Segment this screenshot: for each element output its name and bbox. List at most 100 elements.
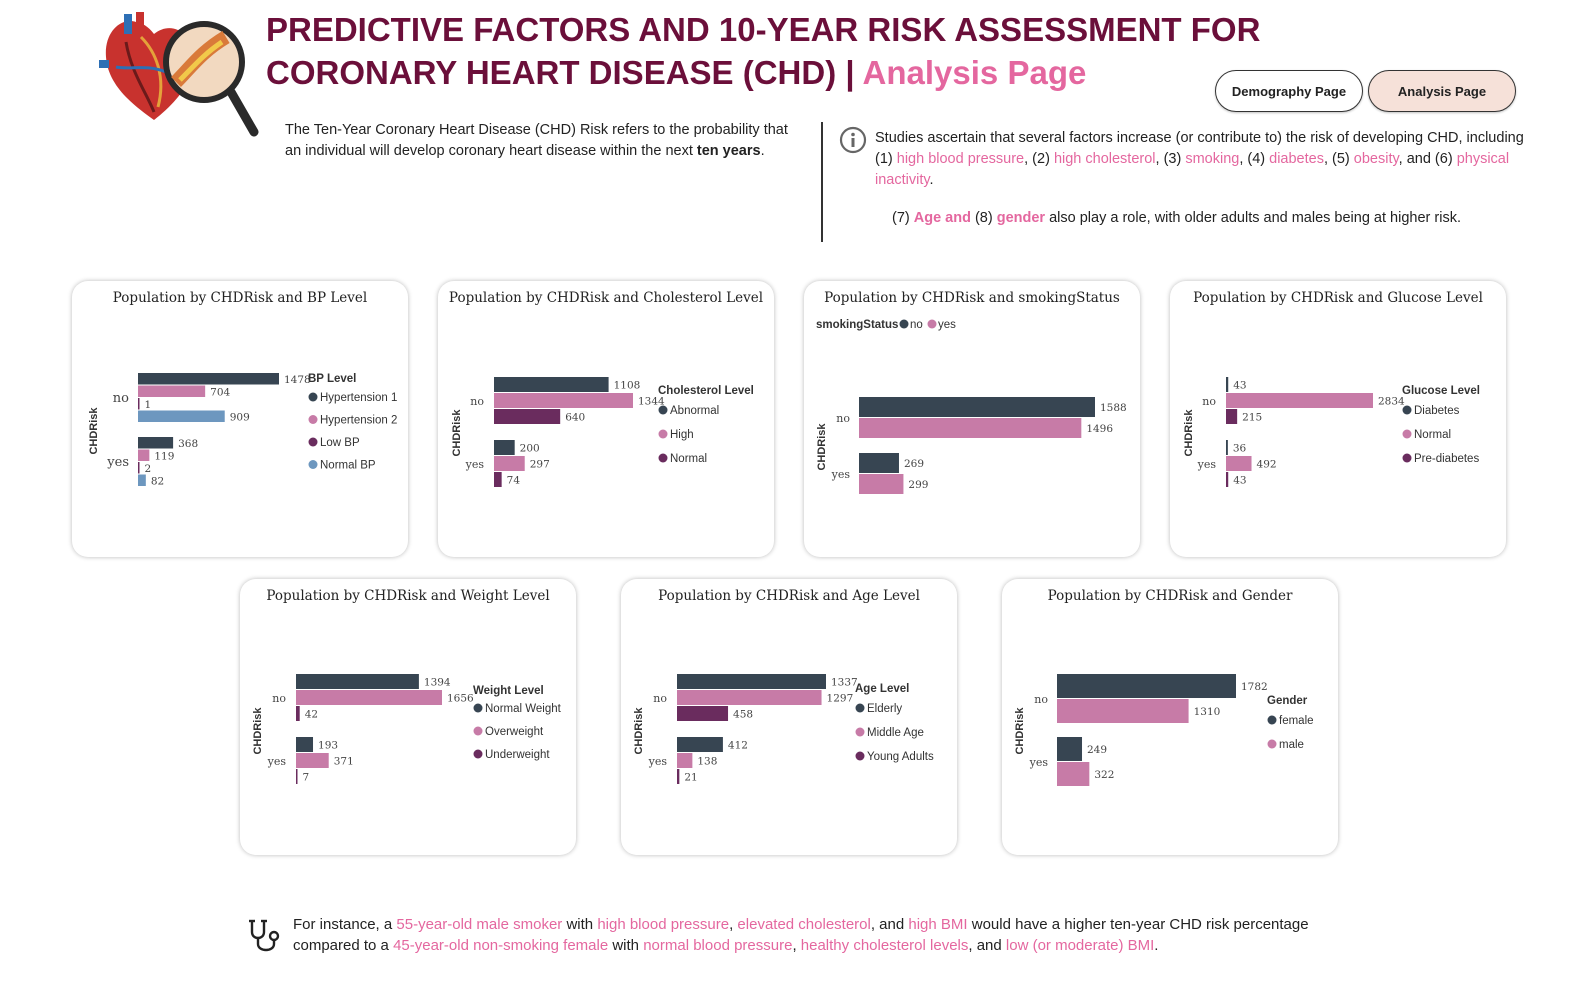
footer-h4: high BMI (908, 916, 968, 933)
demography-page-button[interactable]: Demography Page (1215, 70, 1363, 112)
factor-8: gender (996, 210, 1046, 226)
bar-no-normal (1226, 393, 1373, 408)
category-label-yes: yes (1029, 756, 1049, 769)
data-label: 322 (1094, 769, 1114, 781)
category-label-yes: yes (267, 755, 287, 768)
footer-t9: . (1154, 937, 1159, 954)
chart-card-age: Population by CHDRisk and Age Level CHDRi… (621, 579, 957, 855)
footer-t3: , (729, 916, 738, 933)
bar-yes-abnormal (494, 440, 515, 455)
data-label: 909 (230, 411, 250, 423)
data-label: 1496 (1086, 423, 1113, 435)
category-label-no: no (1202, 395, 1216, 408)
y-axis-label: CHDRisk (1183, 409, 1195, 457)
legend-marker (1267, 715, 1277, 725)
data-label: 1297 (827, 693, 854, 705)
legend-marker (473, 703, 483, 713)
data-label: 36 (1233, 443, 1247, 455)
legend-marker (658, 405, 668, 415)
category-label-yes: yes (831, 468, 851, 481)
legend-item-hypertension-1: Hypertension 1 (320, 392, 397, 404)
intro-bold: ten years (696, 143, 761, 159)
chart-card-cholesterol: Population by CHDRisk and Cholesterol Le… (438, 281, 774, 557)
y-axis-label: CHDRisk (252, 707, 264, 755)
bar-yes-elderly (677, 737, 723, 752)
analysis-page-button[interactable]: Analysis Page (1368, 70, 1516, 112)
bar-yes-high (494, 456, 525, 471)
category-label-no: no (470, 395, 484, 408)
legend-marker (308, 415, 318, 424)
bar-no-female (1057, 674, 1236, 698)
legend-marker (1402, 453, 1412, 463)
legend-item-pre-diabetes: Pre-diabetes (1414, 453, 1479, 465)
legend-marker (473, 726, 483, 736)
bar-no-overweight (296, 690, 442, 705)
bar-no-normal (494, 409, 561, 424)
bar-yes-female (1057, 737, 1083, 761)
footer-t6: with (608, 937, 644, 954)
data-label: 412 (728, 740, 748, 752)
category-label-yes: yes (1197, 458, 1217, 471)
studies-s2: , (3) (1155, 151, 1186, 167)
footer-t4: , and (870, 916, 909, 933)
data-label: 21 (684, 772, 697, 784)
bar-yes-diabetes (1226, 440, 1228, 455)
intro-end: . (760, 143, 765, 159)
legend-marker (927, 319, 937, 329)
chart-weight: Population by CHDRisk and Weight Level CH… (252, 588, 562, 784)
category-label-no: no (1034, 693, 1048, 706)
data-label: 1344 (638, 396, 665, 408)
chart-title: Population by CHDRisk and Age Level (658, 588, 920, 604)
footer-h2: high blood pressure (597, 916, 730, 933)
studies-text: Studies ascertain that several factors i… (875, 128, 1525, 191)
legend-item-low-bp: Low BP (320, 437, 360, 449)
legend-marker (855, 751, 865, 761)
bar-no-elderly (677, 674, 826, 689)
chart-glucose: Population by CHDRisk and Glucose Level C… (1183, 290, 1483, 487)
heart-magnifier-icon (99, 12, 259, 137)
data-label: 74 (507, 475, 521, 487)
legend-title: Weight Level (473, 685, 544, 697)
y-axis-label: CHDRisk (451, 409, 463, 457)
chart-gender: Population by CHDRisk and Gender CHDRisk n… (1014, 588, 1314, 786)
data-label: 82 (151, 475, 164, 487)
data-label: 1108 (614, 380, 641, 392)
chart-bp: Population by CHDRisk and BP Level CHDRis… (88, 290, 397, 487)
bar-yes-no (859, 453, 899, 473)
chart-title: Population by CHDRisk and Gender (1048, 588, 1293, 604)
bar-no-low-bp (138, 398, 140, 410)
data-label: 704 (210, 386, 230, 398)
data-label: 1782 (1241, 681, 1268, 693)
bar-yes-young-adults (677, 769, 680, 784)
legend-item-diabetes: Diabetes (1414, 405, 1460, 417)
category-label-no: no (113, 391, 129, 406)
footer-text: For instance, a 55-year-old male smoker … (293, 914, 1353, 956)
legend-item-hypertension-2: Hypertension 2 (320, 415, 397, 427)
bar-no-normal-bp (138, 410, 225, 422)
legend-marker (308, 392, 318, 402)
bar-yes-hypertension-1 (138, 437, 174, 449)
legend-item-no: no (910, 319, 923, 331)
footer-t8: , and (968, 937, 1006, 954)
category-label-yes: yes (465, 458, 485, 471)
studies-s1: , (2) (1024, 151, 1054, 167)
studies-p1: Studies ascertain that several factors i… (875, 130, 1524, 167)
chart-card-smoking: Population by CHDRisk and smokingStatus C… (804, 281, 1140, 557)
studies-s3: , (4) (1239, 151, 1270, 167)
legend-title: Glucose Level (1402, 385, 1480, 397)
data-label: 368 (178, 438, 198, 450)
legend-marker (1402, 429, 1412, 439)
data-label: 371 (334, 756, 354, 768)
footer-t2: with (562, 916, 598, 933)
legend-item-middle-age: Middle Age (867, 727, 924, 739)
studies-s6: . (929, 172, 934, 188)
bar-no-middle-age (677, 690, 822, 705)
bar-yes-normal-bp (138, 474, 146, 486)
page-title: PREDICTIVE FACTORS AND 10-YEAR RISK ASSE… (266, 8, 1260, 94)
category-label-yes: yes (648, 755, 668, 768)
data-label: 43 (1233, 475, 1246, 487)
title-line2: CORONARY HEART DISEASE (CHD) | (266, 54, 863, 91)
factor-5: obesity (1353, 151, 1399, 167)
legend-item-overweight: Overweight (485, 726, 544, 738)
legend-title: Age Level (855, 683, 909, 695)
